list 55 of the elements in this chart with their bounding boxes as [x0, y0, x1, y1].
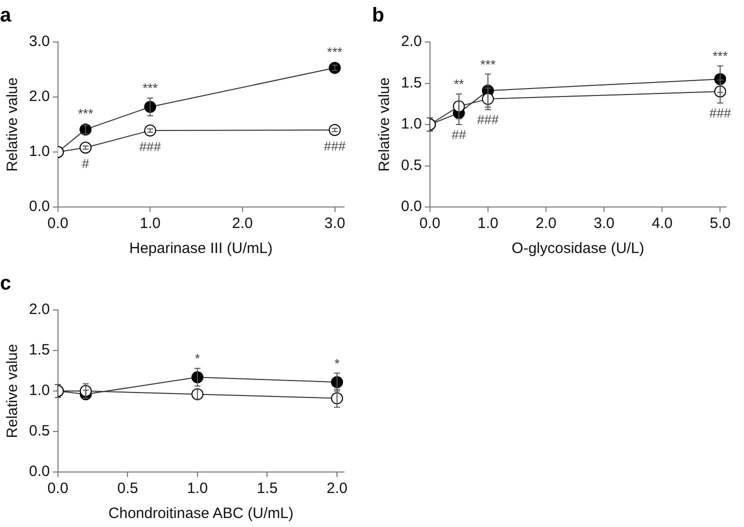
y-tick-label: 0.5: [400, 156, 422, 174]
y-axis-title: Relative value: [4, 344, 22, 438]
chart-title: b: [372, 4, 384, 27]
y-tick-label: 2.0: [28, 301, 50, 318]
point: [80, 123, 92, 136]
x-tick-label: 5.0: [710, 215, 731, 232]
x-tick-label: 0.0: [47, 215, 68, 232]
x-tick-label: 2.0: [536, 215, 556, 232]
y-tick-label: 1.0: [28, 143, 50, 160]
y-tick-label: 1.0: [400, 116, 422, 133]
x-tick-label: 0.0: [47, 480, 68, 498]
annotation: ###: [139, 139, 162, 154]
x-axis-title: O-glycosidase (U/L): [512, 240, 644, 258]
point: [191, 388, 204, 400]
y-tick-label: 1.5: [28, 342, 50, 359]
y-tick-label: 0.0: [28, 198, 50, 216]
x-axis-title: Chondroitinase ABC (U/mL): [108, 505, 294, 522]
point: [328, 62, 341, 74]
annotation: ##: [452, 127, 467, 142]
annotation: ***: [78, 106, 94, 122]
annotation: ***: [327, 44, 342, 60]
chart-title: c: [0, 272, 12, 295]
y-tick-label: 1.5: [400, 74, 422, 92]
annotation: *: [194, 350, 200, 366]
x-tick-label: 2.0: [326, 480, 348, 498]
annotation: ***: [480, 56, 496, 72]
x-tick-label: 0.0: [419, 215, 440, 232]
x-tick-label: 1.0: [140, 215, 161, 232]
annotation: ###: [477, 112, 500, 128]
x-tick-label: 4.0: [652, 215, 673, 232]
y-tick-label: 0.0: [400, 198, 422, 216]
x-axis-title: Heparinase III (U/mL): [129, 240, 273, 258]
annotation: **: [454, 76, 464, 92]
annotation: ###: [709, 106, 732, 121]
x-tick-label: 1.0: [477, 215, 498, 232]
y-tick-label: 2.0: [28, 88, 50, 106]
y-tick-label: 2.0: [400, 33, 422, 50]
x-tick-label: 3.0: [324, 215, 346, 232]
y-tick-label: 0.0: [28, 463, 50, 480]
x-tick-label: 1.0: [187, 480, 208, 498]
y-tick-label: 1.0: [28, 382, 50, 400]
y-tick-label: 3.0: [28, 33, 50, 50]
annotation: *: [334, 356, 340, 371]
annotation: #: [82, 156, 90, 172]
annotation: ***: [142, 80, 158, 96]
x-tick-label: 2.0: [232, 215, 253, 232]
annotation: ###: [324, 138, 346, 154]
chart-title: a: [0, 4, 12, 27]
y-axis-title: Relative value: [4, 77, 22, 172]
x-tick-label: 3.0: [594, 215, 614, 232]
y-axis-title: Relative value: [376, 77, 394, 172]
x-tick-label: 1.5: [256, 480, 278, 498]
y-tick-label: 0.5: [28, 422, 50, 440]
annotation: ***: [712, 48, 728, 64]
x-tick-label: 0.5: [117, 480, 138, 498]
